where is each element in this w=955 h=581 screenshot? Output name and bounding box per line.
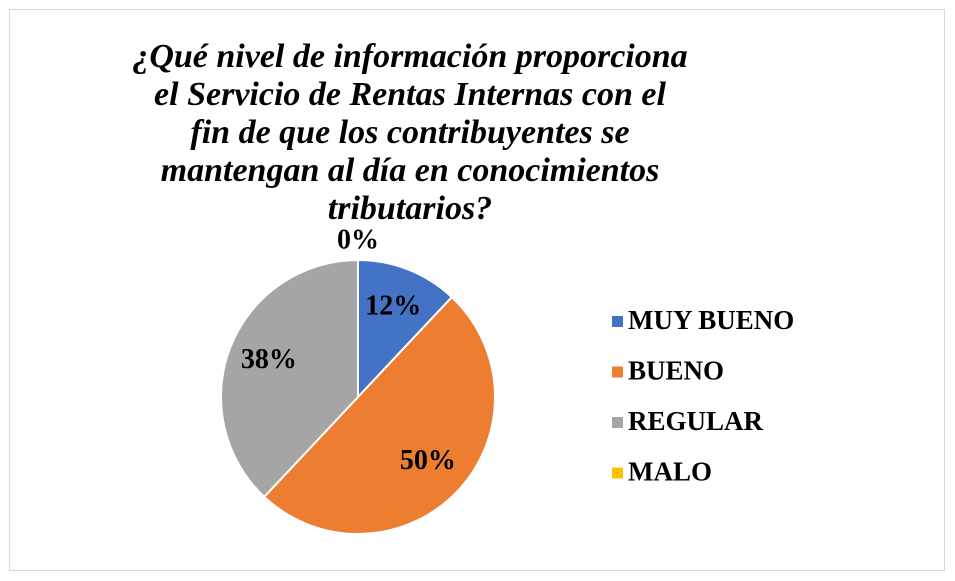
data-label: 38% xyxy=(241,344,297,375)
pie-slice xyxy=(262,295,496,535)
data-label: 0% xyxy=(337,225,379,256)
chart-title: ¿Qué nivel de información proporciona el… xyxy=(132,38,688,227)
chart-frame xyxy=(9,9,945,571)
legend-label: MALO xyxy=(628,457,712,487)
legend-label: BUENO xyxy=(628,356,724,386)
data-label: 12% xyxy=(365,290,421,321)
legend-swatch xyxy=(612,467,623,479)
legend-swatch xyxy=(612,366,623,378)
pie-slice xyxy=(357,258,454,400)
legend-label: REGULAR xyxy=(628,406,764,436)
legend-swatch xyxy=(612,417,623,428)
legend-label: MUY BUENO xyxy=(628,305,794,335)
legend-swatch xyxy=(612,316,623,327)
data-label: 50% xyxy=(400,445,456,476)
pie-slice xyxy=(220,258,359,499)
